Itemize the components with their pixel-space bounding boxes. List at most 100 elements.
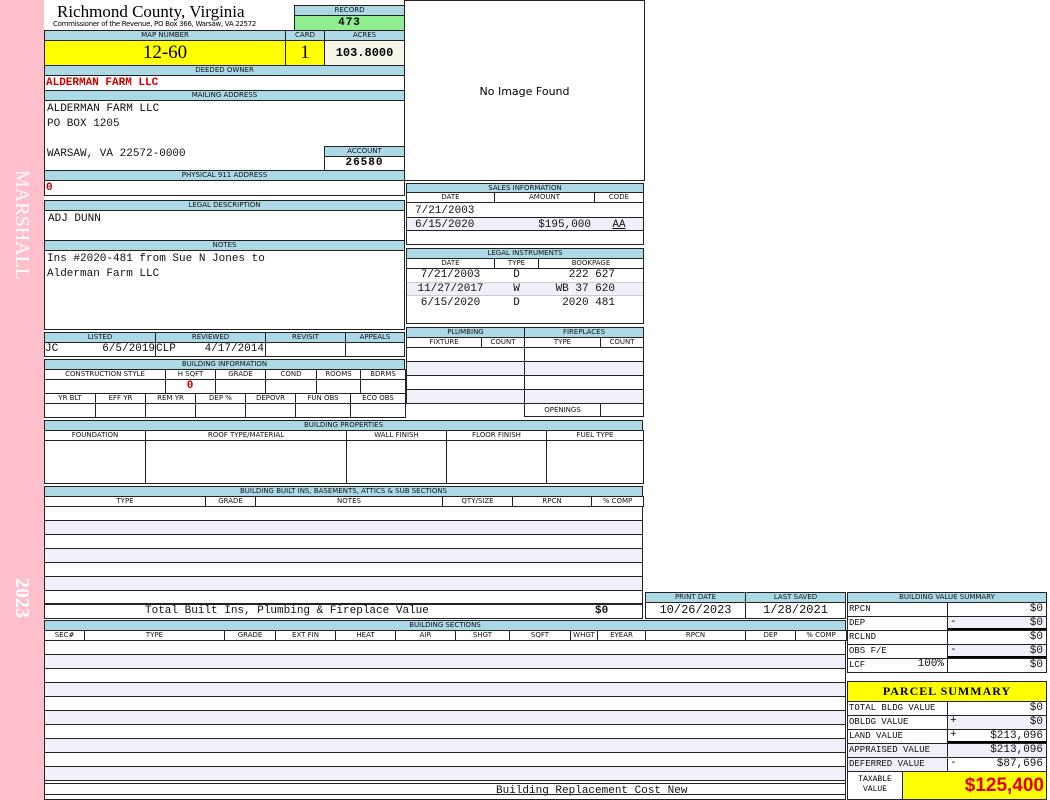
- building-info-cell: [350, 403, 406, 418]
- sections-row: [44, 780, 846, 795]
- revisit-cell: [265, 342, 346, 357]
- deeded-owner-value: ALDERMAN FARM LLC: [44, 75, 405, 91]
- plumbing-row: [406, 389, 525, 404]
- value-summary-value: $0: [947, 630, 1047, 645]
- instr-type-1: D: [513, 269, 520, 281]
- builtins-row: [44, 520, 643, 535]
- parcel-row-label: LAND VALUE: [847, 729, 948, 744]
- parcel-row-sign: +: [950, 729, 957, 741]
- plumbing-row: [406, 361, 525, 376]
- year-label: 2023: [11, 578, 33, 618]
- building-info-cell: [215, 379, 266, 394]
- building-info-cell: [195, 403, 246, 418]
- sales-date-2: 6/15/2020: [415, 219, 475, 231]
- value-summary-sign: [950, 630, 962, 644]
- building-info-cell: [316, 379, 361, 394]
- mailing-line-2: PO BOX 1205: [47, 118, 120, 130]
- builtins-row: [44, 534, 643, 549]
- sections-row: [44, 696, 846, 711]
- value-summary-sign: [950, 602, 962, 616]
- property-cell: [446, 440, 547, 484]
- sales-date-1: 7/21/2003: [415, 205, 475, 217]
- openings-label: OPENINGS: [524, 403, 601, 417]
- sections-row: [44, 682, 846, 697]
- building-info-cell: [44, 379, 166, 394]
- notes-line-2: Alderman Farm LLC: [47, 268, 160, 280]
- building-info-cell: [145, 403, 196, 418]
- value-summary-label: DEP: [847, 616, 948, 631]
- sections-row: [44, 766, 846, 781]
- taxable-label-1: TAXABLE: [858, 775, 892, 784]
- instr-book-1: 222 627: [568, 269, 615, 281]
- map-number-value: 12-60: [44, 40, 286, 66]
- parcel-row-label: APPRAISED VALUE: [847, 743, 948, 758]
- card-value: 1: [285, 40, 325, 66]
- instr-date-3: 6/15/2020: [420, 297, 481, 309]
- parcel-row-sign: +: [950, 715, 957, 727]
- builtins-row: [44, 576, 643, 591]
- property-cell: [44, 440, 146, 484]
- building-info-cell: [360, 379, 406, 394]
- building-info-cell: [265, 379, 317, 394]
- property-cell: [145, 440, 347, 484]
- parcel-row-sign: -: [950, 757, 957, 769]
- plumbing-row: [406, 347, 525, 362]
- notes-line-1: Ins #2020-481 from Sue N Jones to: [47, 253, 265, 265]
- sections-row: [44, 640, 846, 655]
- sidebar: [0, 0, 44, 800]
- builtins-row: [44, 506, 643, 521]
- instr-type-3: D: [513, 297, 520, 309]
- builtins-row: [44, 562, 643, 577]
- last-saved-value: 1/28/2021: [745, 602, 846, 619]
- openings-value: [600, 403, 644, 417]
- sales-row-bg: [407, 217, 643, 231]
- parcel-row-label: DEFERRED VALUE: [847, 757, 948, 772]
- account-value: 26580: [324, 156, 405, 171]
- parcel-row-label: TOTAL BLDG VALUE: [847, 701, 948, 716]
- property-cell: [546, 440, 644, 484]
- parcel-row-sign: [950, 701, 962, 715]
- mailing-line-1: ALDERMAN FARM LLC: [47, 103, 160, 115]
- value-summary-sign: -: [950, 616, 957, 628]
- builtins-total-value: $0: [595, 605, 609, 617]
- print-date-value: 10/26/2023: [645, 602, 746, 619]
- lcf-percent: 100%: [917, 658, 944, 670]
- sections-row: [44, 654, 846, 669]
- reviewed-date: 4/17/2014: [204, 343, 264, 355]
- legal-description-value: ADJ DUNN: [44, 210, 405, 241]
- builtins-total-row: [44, 603, 643, 619]
- parcel-row-value: $87,696: [947, 757, 1047, 772]
- parcel-row-sign: [950, 743, 962, 757]
- sales-amount-2: $195,000: [538, 219, 591, 231]
- reviewed-by: CLP: [156, 343, 176, 355]
- sections-row: [44, 724, 846, 739]
- sections-row: [44, 710, 846, 725]
- property-cell: [346, 440, 447, 484]
- building-info-cell: [95, 403, 146, 418]
- value-summary-value: $0: [947, 644, 1047, 659]
- no-image-text: No Image Found: [479, 85, 570, 98]
- county-title: Richmond County, Virginia: [57, 2, 245, 21]
- instruments-table: [406, 268, 644, 324]
- parcel-row-label: OBLDG VALUE: [847, 715, 948, 730]
- parcel-row-value: $0: [947, 701, 1047, 716]
- taxable-label-cell: TAXABLE VALUE: [847, 771, 903, 800]
- value-summary-value: $0: [947, 602, 1047, 617]
- fireplace-row: [524, 347, 644, 362]
- instr-date-2: 11/27/2017: [417, 283, 484, 295]
- instr-row-bg: [407, 282, 643, 296]
- instr-type-2: W: [513, 283, 520, 295]
- builtins-row: [44, 548, 643, 563]
- building-info-cell: [44, 403, 96, 418]
- value-summary-sign: -: [950, 644, 957, 656]
- taxable-value: $125,400: [902, 771, 1047, 800]
- taxable-label-2: VALUE: [862, 785, 887, 794]
- physical-address-value: 0: [44, 180, 405, 196]
- sections-row: [44, 752, 846, 767]
- listed-date: 6/5/2019: [102, 343, 155, 355]
- notes-box: [44, 250, 405, 330]
- record-value: 473: [294, 15, 405, 31]
- fireplace-row: [524, 361, 644, 376]
- acres-value: 103.8000: [324, 40, 405, 66]
- parcel-row-value: $0: [947, 715, 1047, 730]
